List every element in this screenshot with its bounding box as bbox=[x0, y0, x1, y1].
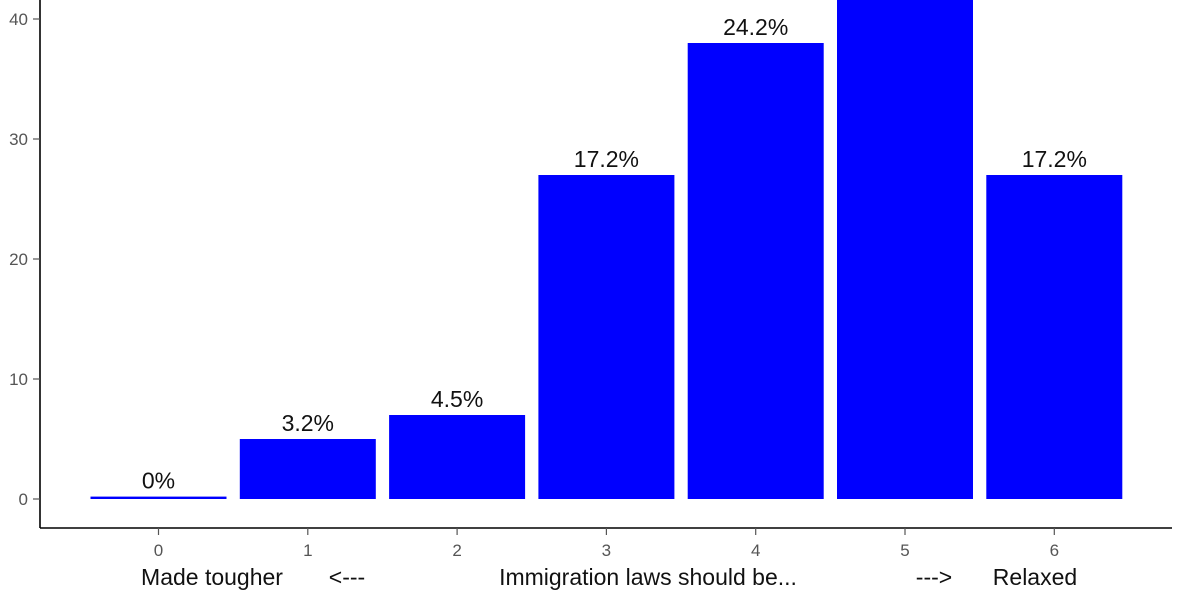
xlabel-right: Relaxed bbox=[993, 564, 1077, 590]
bar-1 bbox=[239, 439, 376, 499]
x-tick-label-1: 1 bbox=[303, 541, 312, 560]
xlabel-center: Immigration laws should be... bbox=[499, 564, 797, 590]
bar-5 bbox=[837, 0, 973, 499]
data-labels-group: 0% 3.2% 4.5% 17.2% 24.2% 17.2% bbox=[142, 14, 1087, 494]
bars-group bbox=[90, 0, 1123, 499]
data-label-1: 3.2% bbox=[282, 410, 334, 436]
bar-2 bbox=[389, 415, 526, 499]
bar-3 bbox=[538, 175, 675, 499]
x-tick-label-0: 0 bbox=[154, 541, 163, 560]
y-ticks-group: 0 10 20 30 40 bbox=[9, 10, 40, 509]
xlabel-right-arrow: ---> bbox=[916, 564, 952, 590]
xlabel-left: Made tougher bbox=[141, 564, 283, 590]
data-label-3: 17.2% bbox=[574, 146, 639, 172]
x-ticks-group: 0 1 2 3 4 5 6 bbox=[154, 528, 1059, 560]
x-tick-label-5: 5 bbox=[900, 541, 909, 560]
data-label-2: 4.5% bbox=[431, 386, 483, 412]
data-label-6: 17.2% bbox=[1022, 146, 1087, 172]
y-tick-label-0: 0 bbox=[19, 490, 28, 509]
x-axis-caption: Made tougher <--- Immigration laws shoul… bbox=[141, 564, 1077, 590]
bar-0 bbox=[90, 496, 227, 499]
data-label-4: 24.2% bbox=[723, 14, 788, 40]
xlabel-left-arrow: <--- bbox=[329, 564, 365, 590]
x-tick-label-3: 3 bbox=[602, 541, 611, 560]
y-tick-label-20: 20 bbox=[9, 250, 28, 269]
y-tick-label-30: 30 bbox=[9, 130, 28, 149]
y-tick-label-10: 10 bbox=[9, 370, 28, 389]
y-tick-label-40: 40 bbox=[9, 10, 28, 29]
data-label-0: 0% bbox=[142, 468, 175, 494]
x-tick-label-2: 2 bbox=[452, 541, 461, 560]
x-tick-label-6: 6 bbox=[1050, 541, 1059, 560]
x-tick-label-4: 4 bbox=[751, 541, 760, 560]
bar-4 bbox=[687, 43, 824, 499]
bar-6 bbox=[986, 175, 1123, 499]
